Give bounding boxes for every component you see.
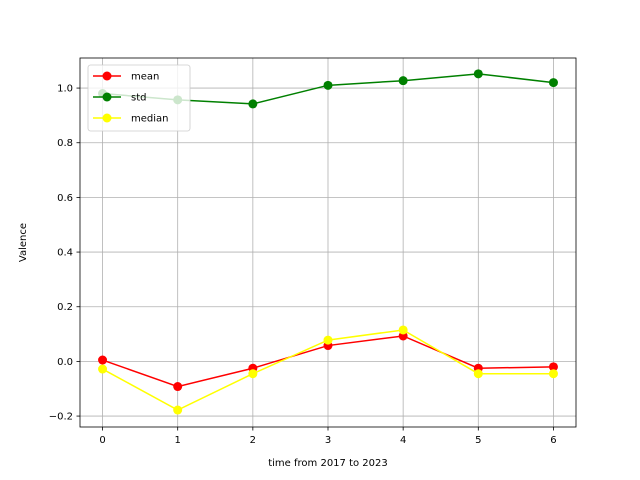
legend-item-median: median (93, 113, 169, 125)
legend-marker (102, 113, 112, 123)
data-point-std (548, 78, 558, 88)
legend-item-mean: mean (93, 71, 159, 83)
legend-label: median (131, 114, 169, 125)
data-point-std (473, 69, 483, 79)
data-point-median (248, 369, 258, 379)
x-tick-label: 6 (550, 435, 556, 446)
data-point-mean (173, 382, 183, 392)
data-point-std (248, 99, 258, 109)
y-tick-label: 0.8 (57, 138, 73, 149)
y-axis: −0.2 0.0 0.2 0.4 0.6 0.8 1.0 (49, 84, 80, 423)
legend-label: std (131, 93, 146, 104)
y-tick-label: 0.4 (57, 248, 73, 259)
x-tick-label: 1 (175, 435, 181, 446)
data-point-median (473, 369, 483, 379)
x-axis: 0 1 2 3 4 5 6 (99, 427, 557, 446)
y-tick-label: 0.6 (57, 193, 73, 204)
data-point-median (548, 369, 558, 379)
data-point-median (173, 405, 183, 415)
data-point-mean (98, 355, 108, 365)
y-tick-label: 0.0 (57, 357, 73, 368)
data-point-std (323, 80, 333, 90)
data-point-median (398, 325, 408, 335)
x-tick-label: 4 (400, 435, 406, 446)
legend-box (87, 64, 191, 132)
x-axis-label: time from 2017 to 2023 (268, 458, 388, 469)
data-point-median (323, 335, 333, 345)
data-point-std (398, 76, 408, 86)
series-median (98, 325, 558, 415)
x-tick-label: 2 (250, 435, 256, 446)
y-tick-label: 0.2 (57, 302, 73, 313)
x-tick-label: 3 (325, 435, 331, 446)
y-axis-label: Valence (18, 223, 29, 262)
y-tick-label: −0.2 (49, 412, 73, 423)
data-point-median (98, 364, 108, 374)
data-point-mean (548, 362, 558, 372)
series-layer (98, 69, 558, 415)
x-tick-label: 0 (99, 435, 105, 446)
y-tick-label: 1.0 (57, 84, 73, 95)
legend: mean std median (87, 64, 191, 132)
legend-item-std: std (93, 92, 146, 104)
x-tick-label: 5 (475, 435, 481, 446)
legend-marker (102, 92, 112, 102)
legend-marker (102, 71, 112, 81)
legend-label: mean (131, 72, 159, 83)
